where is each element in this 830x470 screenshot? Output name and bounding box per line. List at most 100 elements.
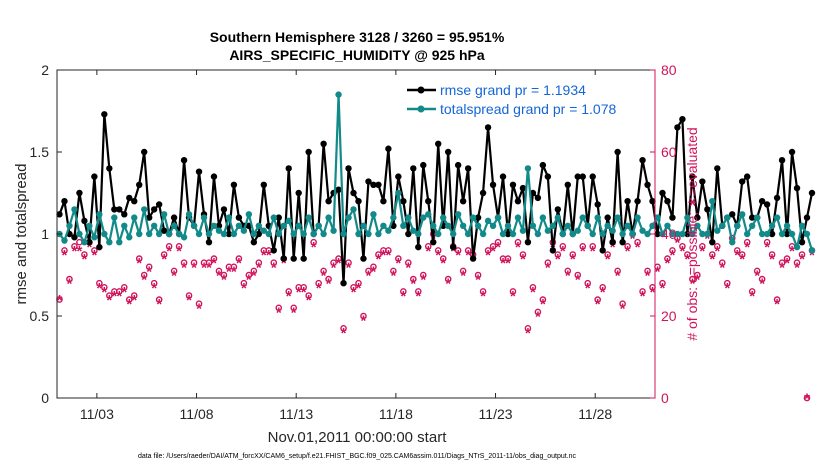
- obs-evaluated-point: *: [455, 247, 461, 264]
- series-point-totalspread: [250, 230, 258, 238]
- obs-possible-point: [125, 296, 133, 303]
- series-point-rmse: [385, 145, 392, 152]
- series-point-totalspread: [763, 230, 771, 238]
- obs-possible-point: [419, 271, 427, 279]
- obs-possible-point: [340, 324, 347, 332]
- series-point-totalspread: [584, 222, 591, 229]
- obs-possible-point: [220, 271, 228, 279]
- series-point-rmse: [56, 211, 63, 218]
- series-point-totalspread: [195, 230, 203, 238]
- obs-possible-point: [66, 275, 73, 283]
- series-point-totalspread: [644, 230, 651, 238]
- series-point-rmse: [664, 198, 671, 205]
- series-point-totalspread: [340, 230, 347, 238]
- obs-evaluated-point: *: [749, 288, 755, 305]
- series-point-rmse: [280, 255, 287, 262]
- obs-possible-point: [61, 247, 68, 254]
- series-point-rmse: [619, 239, 626, 246]
- series-point-rmse: [624, 198, 631, 205]
- series-point-rmse: [305, 148, 312, 156]
- series-point-totalspread: [524, 165, 532, 172]
- obs-evaluated-point: *: [276, 304, 282, 321]
- obs-possible-point: [355, 279, 362, 287]
- series-point-totalspread: [185, 211, 193, 218]
- y-tick-left-label: 2: [41, 62, 49, 78]
- obs-evaluated-point: *: [555, 251, 561, 268]
- series-point-rmse: [126, 194, 133, 202]
- series-point-totalspread: [235, 222, 243, 229]
- series-point-totalspread: [155, 230, 163, 238]
- series-point-rmse: [549, 247, 557, 254]
- series-point-rmse: [768, 230, 776, 238]
- obs-evaluated-point: *: [251, 268, 257, 285]
- obs-evaluated-point: *: [241, 280, 247, 297]
- series-point-totalspread: [175, 230, 183, 238]
- obs-evaluated-point: *: [764, 239, 770, 256]
- obs-possible-point: [285, 288, 293, 295]
- series-point-rmse: [370, 181, 377, 188]
- series-point-rmse: [644, 181, 651, 188]
- obs-possible-point: [101, 283, 108, 291]
- series-point-totalspread: [425, 211, 432, 218]
- series-point-totalspread: [265, 230, 272, 238]
- series-point-totalspread: [190, 222, 198, 229]
- series-point-totalspread: [808, 247, 816, 254]
- series-point-totalspread: [773, 214, 781, 221]
- obs-evaluated-point: *: [570, 251, 576, 268]
- obs-evaluated-point: *: [779, 259, 785, 276]
- series-point-rmse: [649, 198, 656, 205]
- series-point-rmse: [674, 124, 681, 131]
- obs-evaluated-point: *: [405, 259, 411, 276]
- series-point-rmse: [320, 140, 327, 147]
- obs-possible-point: [689, 275, 696, 283]
- obs-possible-point: [155, 296, 163, 303]
- y-tick-left-label: 0.5: [30, 308, 50, 324]
- obs-evaluated-point: *: [206, 259, 212, 276]
- series-point-rmse: [514, 198, 522, 205]
- series-point-rmse: [400, 198, 407, 205]
- series-point-rmse: [669, 214, 676, 221]
- obs-possible-point: [150, 279, 158, 287]
- series-point-rmse: [604, 214, 611, 221]
- series-point-totalspread: [145, 230, 153, 238]
- series-point-totalspread: [549, 222, 557, 229]
- obs-possible-point: [315, 279, 322, 287]
- series-point-rmse: [160, 227, 168, 234]
- obs-evaluated-point: *: [774, 296, 780, 313]
- obs-possible-point: [325, 275, 332, 283]
- series-point-totalspread: [674, 230, 681, 238]
- obs-possible-point: [414, 288, 422, 295]
- series-point-rmse: [743, 173, 751, 180]
- obs-evaluated-point: *: [86, 239, 92, 256]
- series-point-rmse: [145, 214, 153, 221]
- series-point-totalspread: [220, 230, 228, 238]
- series-point-rmse: [679, 116, 686, 123]
- series-point-rmse: [798, 239, 806, 246]
- series-point-totalspread: [61, 237, 68, 244]
- obs-evaluated-point: *: [754, 268, 760, 285]
- obs-possible-point: [459, 267, 467, 275]
- y-tick-right-label: 20: [661, 308, 677, 324]
- series-point-totalspread: [355, 230, 362, 238]
- series-point-rmse: [270, 247, 277, 254]
- obs-evaluated-point: *: [500, 255, 506, 272]
- obs-possible-point: [185, 292, 193, 299]
- series-point-totalspread: [559, 230, 567, 238]
- y-tick-left-label: 0: [41, 390, 49, 406]
- obs-evaluated-point: *: [266, 247, 272, 264]
- series-point-rmse: [699, 178, 706, 185]
- series-point-totalspread: [489, 222, 497, 229]
- obs-possible-point: [718, 259, 726, 267]
- obs-possible-point: [270, 259, 278, 267]
- obs-evaluated-point: *: [201, 259, 207, 276]
- series-point-rmse: [335, 186, 342, 193]
- obs-evaluated-point: *: [316, 280, 322, 297]
- obs-possible-point: [395, 255, 402, 262]
- obs-possible-point: [410, 275, 417, 283]
- obs-evaluated-point: *: [126, 296, 132, 313]
- x-tick-label: 11/03: [80, 406, 114, 422]
- series-point-totalspread: [788, 230, 796, 238]
- series-point-rmse: [345, 165, 352, 172]
- obs-evaluated-point: *: [515, 239, 521, 256]
- obs-evaluated-point: *: [111, 288, 117, 305]
